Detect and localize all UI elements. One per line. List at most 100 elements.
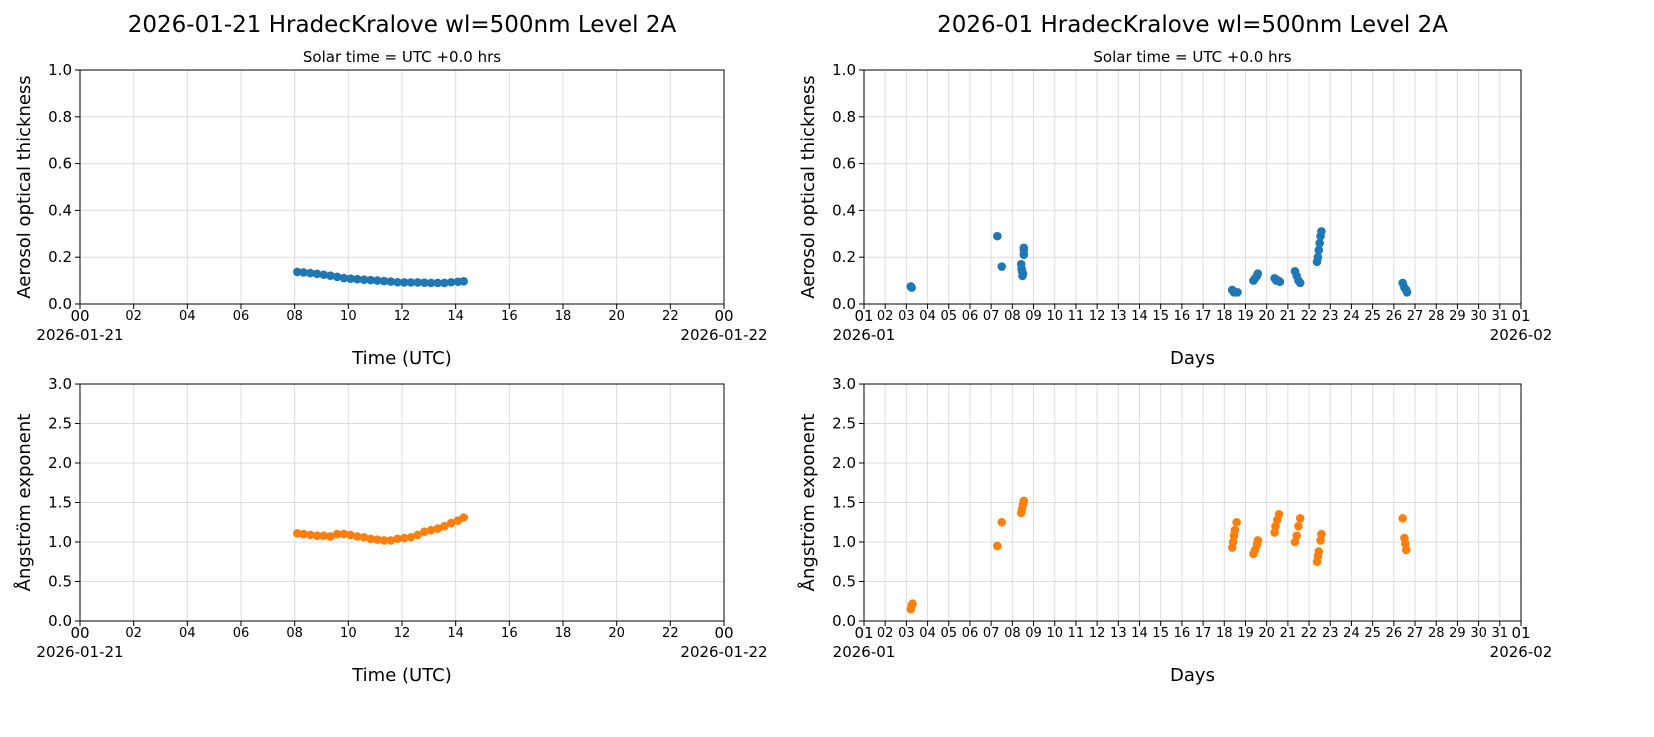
data-point <box>399 278 409 287</box>
y-tick-label: 0.2 <box>832 248 856 266</box>
data-point <box>1270 528 1279 537</box>
data-point <box>379 536 389 545</box>
x-tick-label: 03 <box>898 309 915 324</box>
x-tick-label: 15 <box>1152 309 1169 324</box>
y-tick-label: 2.5 <box>832 415 856 433</box>
x-tick-label: 12 <box>1089 309 1106 324</box>
x-tick-label: 17 <box>1195 309 1212 324</box>
y-tick-label: 0.5 <box>832 573 856 591</box>
data-point <box>352 274 362 284</box>
data-point <box>413 530 422 540</box>
x-tick-label: 04 <box>919 626 936 641</box>
data-point <box>993 541 1002 551</box>
x-tick-label: 27 <box>1407 626 1424 641</box>
data-point <box>366 275 375 285</box>
data-point <box>446 277 456 287</box>
x-tick-label: 18 <box>1216 626 1233 641</box>
data-point <box>1233 288 1242 297</box>
x-tick-label: 03 <box>898 626 915 641</box>
data-point <box>908 599 917 608</box>
data-point <box>299 268 308 277</box>
chart-title: 2026-01-21 HradecKralove wl=500nm Level … <box>128 12 677 38</box>
x-tick-label: 23 <box>1322 626 1339 641</box>
data-point <box>373 276 382 285</box>
x-tick-label: 06 <box>233 309 250 324</box>
x-tick-label: 20 <box>608 626 625 641</box>
x-tick-label: 14 <box>1131 309 1148 324</box>
data-point <box>426 525 436 535</box>
data-point <box>1401 545 1411 555</box>
x-axis-label: Days <box>1170 348 1215 369</box>
y-tick-label: 0.0 <box>832 612 856 630</box>
chart-subtitle: Solar time = UTC +0.0 hrs <box>1093 48 1291 66</box>
data-point <box>433 524 443 533</box>
data-point <box>440 278 449 288</box>
y-tick-label: 0.8 <box>832 108 856 126</box>
x-tick-label: 01 <box>1511 307 1530 325</box>
x-tick-label: 10 <box>340 309 357 324</box>
x-date-label-end: 2026-01-22 <box>680 326 767 344</box>
plot-frame <box>863 383 1522 622</box>
x-tick-label: 11 <box>1068 626 1085 641</box>
y-tick-label: 0.8 <box>48 108 72 126</box>
plot-frame <box>79 383 725 622</box>
x-tick-label: 12 <box>394 626 411 641</box>
data-point <box>386 277 396 286</box>
data-point <box>1018 269 1028 278</box>
x-tick-label: 00 <box>70 624 89 642</box>
data-point <box>406 278 416 287</box>
x-tick-label: 01 <box>854 624 873 642</box>
y-axis-label: Aerosol optical thickness <box>14 75 35 298</box>
data-point <box>293 529 302 538</box>
data-point <box>393 534 402 544</box>
y-tick-label: 0.0 <box>48 612 72 630</box>
x-tick-label: 31 <box>1492 626 1509 641</box>
data-point <box>326 532 335 541</box>
x-tick-label: 08 <box>286 309 303 324</box>
x-date-label-end: 2026-02 <box>1490 643 1553 661</box>
y-tick-label: 0.2 <box>48 248 72 266</box>
y-tick-label: 0.4 <box>832 201 856 219</box>
x-tick-label: 04 <box>179 309 196 324</box>
x-tick-label: 08 <box>1004 309 1021 324</box>
data-point <box>332 529 342 539</box>
x-tick-label: 18 <box>555 626 572 641</box>
x-tick-label: 25 <box>1364 626 1381 641</box>
data-point <box>306 268 315 278</box>
data-point <box>1253 536 1263 545</box>
x-tick-label: 00 <box>70 307 89 325</box>
data-point <box>1232 517 1241 527</box>
x-date-label-start: 2026-01-21 <box>36 326 123 344</box>
x-tick-label: 18 <box>555 309 572 324</box>
x-axis-label: Time (UTC) <box>351 665 452 686</box>
y-tick-label: 0.6 <box>48 155 72 173</box>
x-date-label-start: 2026-01 <box>833 643 896 661</box>
data-point <box>997 262 1007 271</box>
data-point <box>312 269 322 279</box>
data-point <box>339 273 349 283</box>
data-point <box>413 278 422 287</box>
data-point <box>1398 514 1407 523</box>
data-point <box>440 521 449 531</box>
x-tick-label: 05 <box>941 309 958 324</box>
x-tick-label: 10 <box>1046 309 1063 324</box>
data-point <box>366 534 375 544</box>
data-point <box>299 529 308 539</box>
data-point <box>359 532 369 542</box>
x-tick-label: 11 <box>1068 309 1085 324</box>
data-point <box>386 536 396 545</box>
chart-title: 2026-01 HradecKralove wl=500nm Level 2A <box>937 12 1448 38</box>
data-point <box>1313 252 1323 262</box>
x-tick-label: 24 <box>1343 626 1360 641</box>
x-tick-label: 13 <box>1110 626 1127 641</box>
data-point <box>1402 288 1412 297</box>
data-point <box>1019 245 1029 255</box>
data-point <box>1253 269 1263 278</box>
data-point <box>312 531 322 540</box>
data-point <box>420 278 429 288</box>
x-tick-label: 21 <box>1280 626 1297 641</box>
data-point <box>346 274 355 284</box>
x-tick-label: 10 <box>340 626 357 641</box>
x-tick-label: 20 <box>1258 626 1275 641</box>
data-point <box>1295 514 1305 523</box>
